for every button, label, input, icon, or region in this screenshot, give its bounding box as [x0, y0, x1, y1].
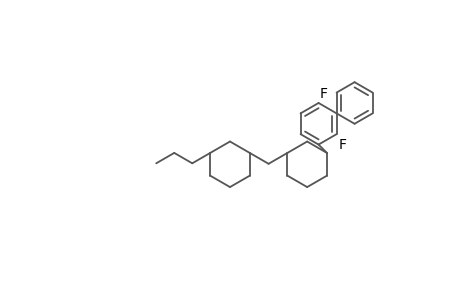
Text: F: F — [319, 87, 327, 100]
Text: F: F — [337, 138, 346, 152]
